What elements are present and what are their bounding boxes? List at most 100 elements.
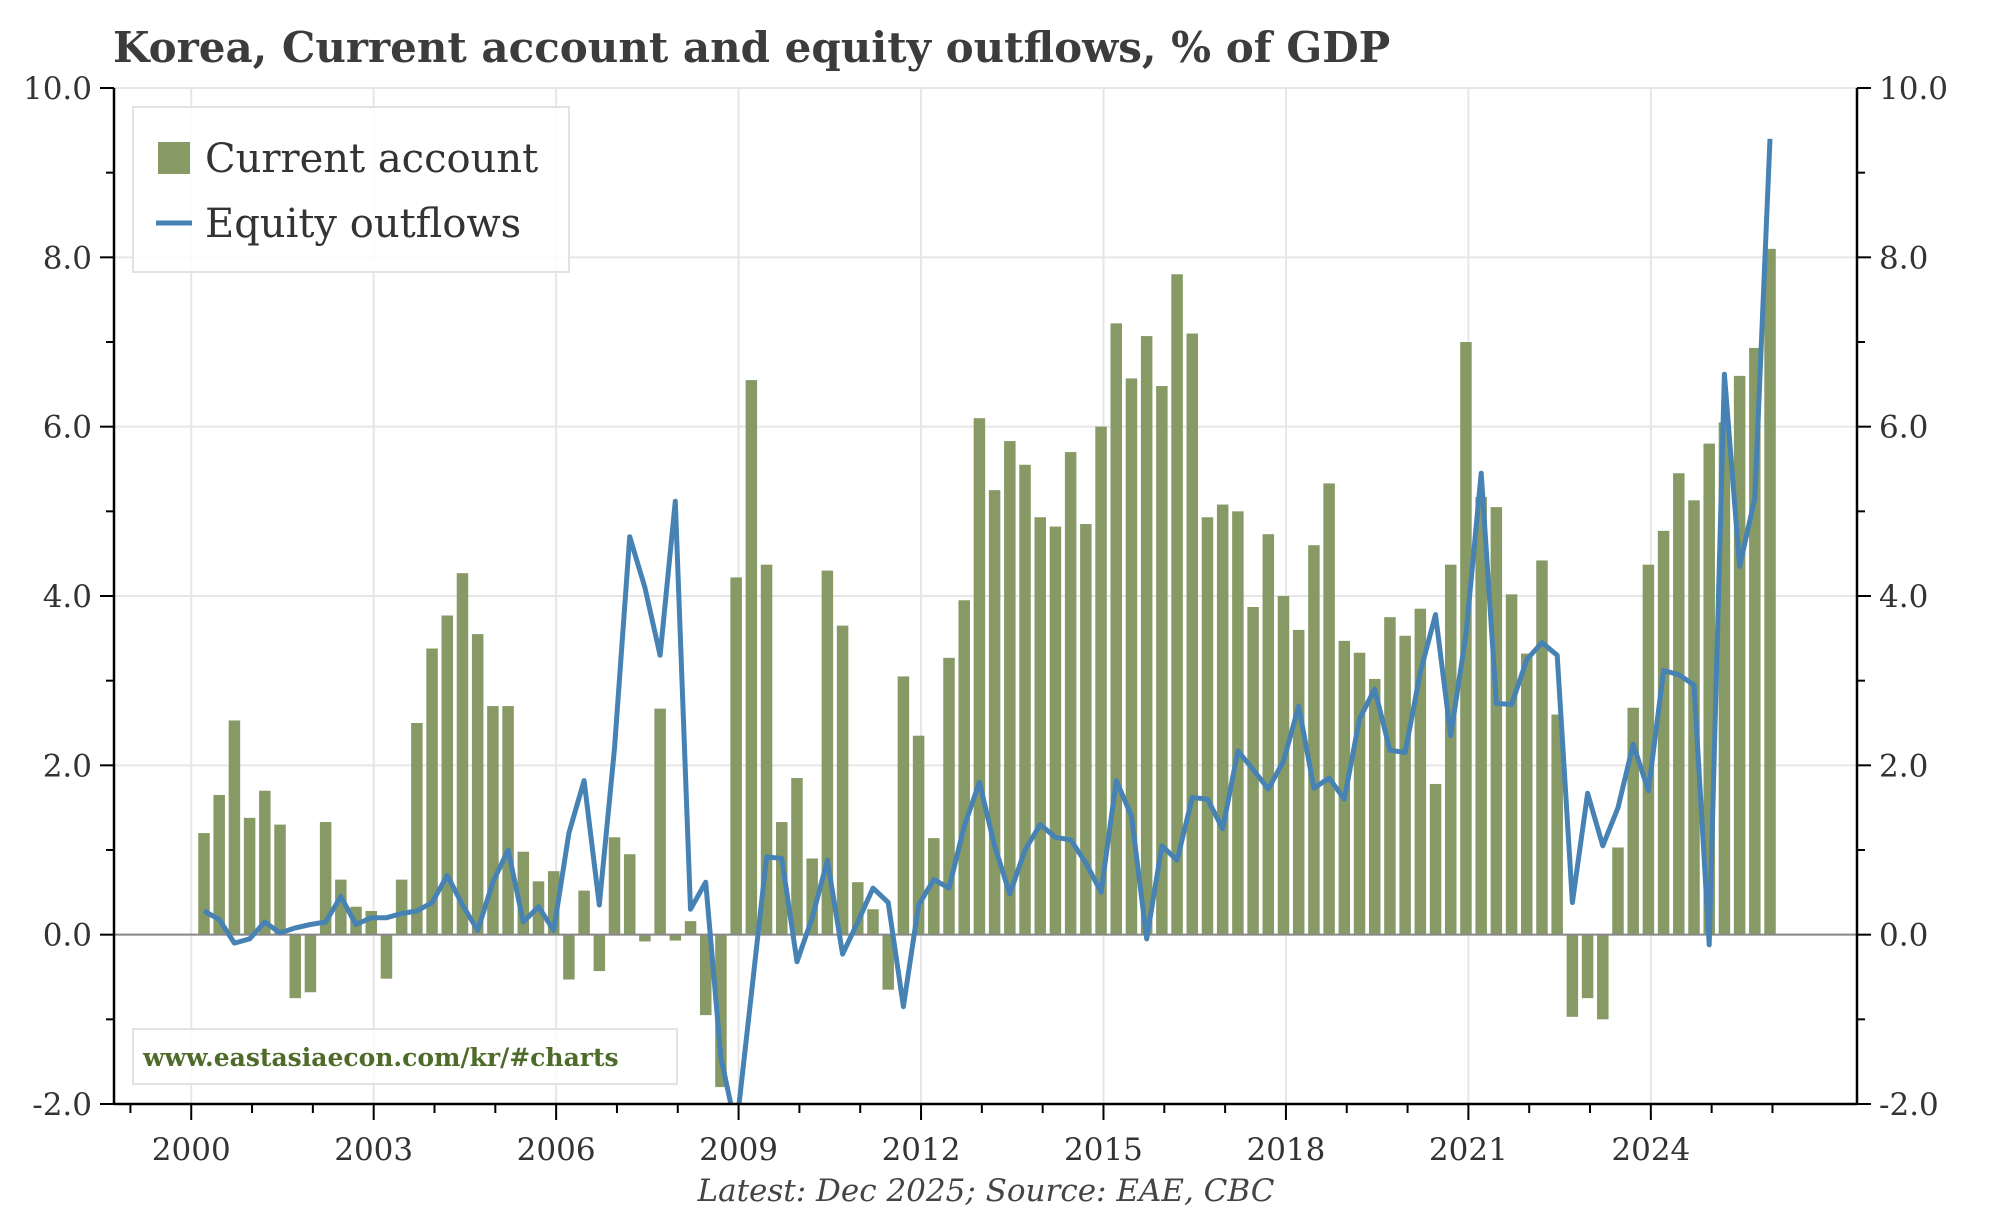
bar-current-account bbox=[1186, 333, 1199, 935]
bar-current-account bbox=[578, 890, 590, 935]
bar-current-account bbox=[836, 625, 849, 935]
bar-current-account bbox=[198, 833, 210, 935]
y-tick-label-right: 10.0 bbox=[1879, 71, 1948, 107]
bar-current-account bbox=[1156, 386, 1168, 935]
bar-current-account bbox=[1597, 934, 1609, 1020]
bar-current-account bbox=[426, 648, 438, 935]
bar-current-account bbox=[669, 934, 682, 941]
bar-current-account bbox=[243, 817, 256, 935]
bar-current-account bbox=[715, 934, 727, 1088]
bar-current-account bbox=[487, 706, 499, 935]
bar-current-account bbox=[289, 934, 301, 999]
legend-swatch-current-account bbox=[158, 142, 190, 174]
bar-current-account bbox=[1642, 564, 1655, 935]
legend-label-current-account: Current account bbox=[205, 136, 538, 182]
bar-current-account bbox=[1292, 629, 1305, 935]
bar-current-account bbox=[1125, 378, 1138, 935]
x-tick-label: 2009 bbox=[699, 1132, 778, 1168]
y-tick-label-right: 8.0 bbox=[1879, 240, 1928, 276]
bar-current-account bbox=[928, 838, 940, 935]
bar-current-account bbox=[1308, 545, 1320, 935]
bar-current-account bbox=[517, 851, 530, 935]
bar-current-account bbox=[882, 934, 894, 990]
y-tick-label-left: 10.0 bbox=[23, 71, 92, 107]
bar-current-account bbox=[319, 822, 332, 935]
y-tick-label-left: 6.0 bbox=[43, 410, 92, 446]
bar-current-account bbox=[274, 824, 286, 935]
bar-current-account bbox=[791, 778, 803, 935]
bar-current-account bbox=[988, 490, 1001, 935]
bar-current-account bbox=[943, 657, 955, 935]
bar-current-account bbox=[973, 418, 986, 935]
bar-current-account bbox=[1262, 534, 1275, 935]
bar-current-account bbox=[852, 882, 864, 935]
bar-current-account bbox=[1353, 652, 1366, 935]
bar-current-account bbox=[760, 564, 773, 935]
bar-current-account bbox=[1673, 473, 1685, 935]
legend-box bbox=[132, 106, 570, 273]
y-tick-label-right: -2.0 bbox=[1879, 1087, 1939, 1123]
bar-current-account bbox=[639, 934, 651, 942]
bar-current-account bbox=[1764, 248, 1776, 935]
bar-current-account bbox=[259, 790, 271, 935]
bar-current-account bbox=[563, 934, 575, 980]
bar-current-account bbox=[623, 854, 636, 935]
bar-current-account bbox=[1718, 422, 1731, 935]
bar-current-account bbox=[213, 794, 225, 935]
x-tick-label: 2003 bbox=[334, 1132, 413, 1168]
legend: Current account Equity outflows bbox=[132, 106, 570, 273]
equity-outflows-line-group bbox=[202, 138, 1773, 1104]
axes: -2.0 -2.0 0.0 0.0 2.0 2.0 4.0 4.0 6.0 6.0 8.0 8.0 10… bbox=[23, 71, 1948, 1168]
bar-current-account bbox=[1384, 617, 1396, 935]
chart-title: Korea, Current account and equity outflo… bbox=[113, 23, 1390, 72]
bar-current-account bbox=[1733, 375, 1746, 935]
footer-source: Latest: Dec 2025; Source: EAE, CBC bbox=[697, 1173, 1275, 1209]
bar-current-account bbox=[1627, 707, 1639, 935]
bar-current-account bbox=[745, 380, 758, 935]
x-tick-label: 2021 bbox=[1429, 1132, 1508, 1168]
legend-label-equity-outflows: Equity outflows bbox=[205, 201, 521, 247]
y-tick-label-right: 4.0 bbox=[1879, 579, 1928, 615]
bar-current-account bbox=[1323, 483, 1335, 935]
bar-current-account bbox=[1657, 530, 1670, 935]
bar-current-account bbox=[502, 706, 514, 935]
bar-current-account bbox=[1566, 934, 1579, 1017]
bar-current-account bbox=[1490, 507, 1503, 935]
bar-current-account bbox=[821, 570, 834, 935]
y-tick-label-right: 0.0 bbox=[1879, 918, 1928, 954]
x-tick-label: 2024 bbox=[1611, 1132, 1690, 1168]
watermark: www.eastasiaecon.com/kr/#charts bbox=[132, 1028, 678, 1085]
current-account-bars bbox=[198, 248, 1776, 1088]
bar-current-account bbox=[1201, 517, 1214, 935]
y-tick-label-left: 8.0 bbox=[43, 240, 92, 276]
y-tick-label-left: 0.0 bbox=[43, 918, 92, 954]
bar-current-account bbox=[411, 723, 423, 935]
bar-current-account bbox=[1140, 336, 1153, 935]
x-tick-label: 2012 bbox=[882, 1132, 961, 1168]
bar-current-account bbox=[699, 934, 712, 1016]
bar-current-account bbox=[1505, 594, 1518, 935]
y-tick-label-right: 2.0 bbox=[1879, 748, 1928, 784]
bar-current-account bbox=[1110, 323, 1123, 935]
bar-current-account bbox=[1019, 464, 1031, 935]
bar-current-account bbox=[1444, 564, 1457, 935]
bar-current-account bbox=[380, 934, 393, 979]
bar-current-account bbox=[776, 822, 788, 935]
bar-current-account bbox=[1049, 526, 1062, 935]
bar-current-account bbox=[1703, 443, 1715, 935]
bar-current-account bbox=[1429, 783, 1442, 935]
x-tick-label: 2006 bbox=[517, 1132, 596, 1168]
bar-current-account bbox=[958, 600, 970, 935]
bar-current-account bbox=[1749, 347, 1761, 935]
y-tick-label-left: -2.0 bbox=[32, 1087, 92, 1123]
bar-current-account bbox=[1399, 635, 1411, 935]
bar-current-account bbox=[1414, 608, 1427, 935]
bar-current-account bbox=[593, 934, 606, 972]
y-tick-label-left: 2.0 bbox=[43, 748, 92, 784]
bar-current-account bbox=[1368, 678, 1381, 935]
bar-current-account bbox=[1536, 560, 1548, 935]
bar-current-account bbox=[471, 634, 484, 935]
bar-current-account bbox=[1232, 511, 1244, 935]
bar-current-account bbox=[867, 909, 879, 935]
